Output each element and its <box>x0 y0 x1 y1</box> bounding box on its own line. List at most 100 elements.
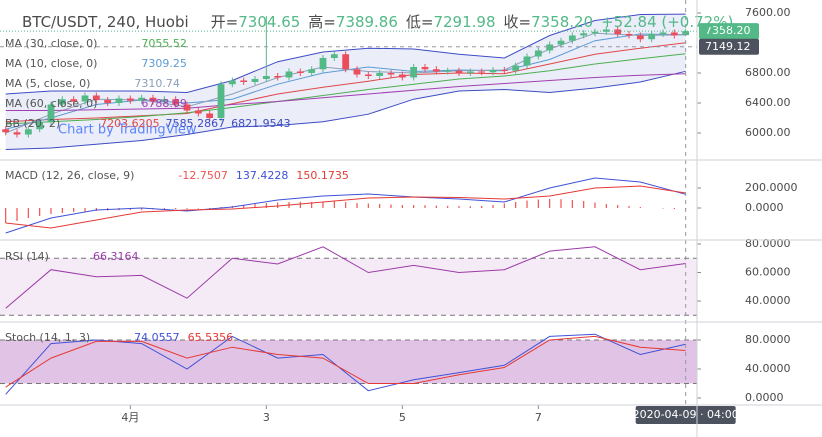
candle-body <box>194 110 202 114</box>
candle-body <box>557 40 565 45</box>
symbol: BTC/USDT, 240, Huobi <box>22 13 189 31</box>
candle-body <box>70 99 78 102</box>
pane <box>0 333 697 395</box>
ohlc-value: 7389.86 <box>336 13 398 31</box>
candle-body <box>285 71 293 78</box>
candle-body <box>262 75 270 79</box>
candle-body <box>523 56 531 66</box>
candle-body <box>568 35 576 41</box>
header: BTC/USDT, 240, Huobi 开=7304.65 高=7389.86 低=… <box>22 13 733 31</box>
ma-line <box>5 73 686 111</box>
bb-lower <box>5 70 686 150</box>
legend: MA (5, close, 0) 7310.74 <box>5 77 180 90</box>
candle-body <box>342 54 350 70</box>
stoch-line <box>5 335 686 388</box>
signal-line <box>5 185 686 229</box>
legend-item: Stoch (14, 1, 3) <box>5 331 90 344</box>
x-tick-label: 4月 <box>121 411 139 424</box>
candle-body <box>126 98 134 101</box>
legend: MACD (12, 26, close, 9) -12.7507 137.4228 1… <box>5 169 349 182</box>
legend-item: -12.7507 <box>178 169 227 182</box>
legend-item: 74.0557 <box>134 331 180 344</box>
candle-body <box>2 129 10 133</box>
candle-body <box>636 35 644 40</box>
legend-item: RSI (14) <box>5 250 49 263</box>
ohlc-value: 7358.20 <box>531 13 593 31</box>
macd-line <box>5 177 686 234</box>
ohlc-key: 低= <box>406 13 434 31</box>
candle-body <box>466 71 474 73</box>
legend-item: 6788.69 <box>141 97 187 110</box>
legend: Stoch (14, 1, 3) 74.0557 65.5356 <box>5 331 233 344</box>
legend-item: MA (5, close, 0) <box>5 77 90 90</box>
y-tick-label: 0.0000 <box>745 391 784 404</box>
legend-item: BB (20, 2) <box>5 117 60 130</box>
ma-line <box>5 53 686 125</box>
pane <box>0 13 697 150</box>
bb-basis <box>5 42 686 123</box>
x-tick-label: 5 <box>399 411 406 424</box>
y-tick-label: 6400.00 <box>745 96 791 109</box>
candle-body <box>376 72 384 76</box>
candle-body <box>47 104 55 122</box>
legend-item: MA (10, close, 0) <box>5 57 97 70</box>
candle-body <box>489 69 497 73</box>
candle-body <box>149 97 157 102</box>
legend: MA (60, close, 0) 6788.69 <box>5 97 187 110</box>
rsi-line <box>5 246 686 309</box>
last-price-badge <box>699 23 759 40</box>
legend-item: 7309.25 <box>141 57 187 70</box>
crosshair-label: 7149.12 <box>705 40 751 53</box>
candle-body <box>36 121 44 130</box>
legend-item: MA (30, close, 0) <box>5 37 97 50</box>
y-tick-label: 6800.00 <box>745 66 791 79</box>
candle-body <box>104 99 112 103</box>
candle-body <box>274 75 282 78</box>
legend-item: MACD (12, 26, close, 9) <box>5 169 134 182</box>
legend: MA (10, close, 0) 7309.25 <box>5 57 187 70</box>
legend-item: 137.4228 <box>236 169 289 182</box>
candle-body <box>432 69 440 72</box>
candle-body <box>206 113 214 118</box>
candle-body <box>398 74 406 78</box>
legend-item: 150.1735 <box>296 169 349 182</box>
legend-item: MA (60, close, 0) <box>5 97 97 110</box>
candle-body <box>308 69 316 73</box>
candle-body <box>444 70 452 72</box>
candle-body <box>500 69 508 71</box>
y-tick-label: 40.0000 <box>745 294 791 307</box>
candle-body <box>546 44 554 51</box>
candle-body <box>13 132 21 135</box>
x-tick-label: 7 <box>535 411 542 424</box>
candle-body <box>319 57 327 70</box>
candle-body <box>58 99 66 105</box>
candle-body <box>534 50 542 57</box>
candle-body <box>591 31 599 34</box>
watermark: Chart by TradingView <box>58 123 197 138</box>
candle-body <box>138 97 146 101</box>
candle-body <box>330 54 338 58</box>
y-tick-label: 40.0000 <box>745 362 791 375</box>
legend-item: 7203.6205 <box>100 117 160 130</box>
candle-body <box>455 70 463 73</box>
last-price-label: 7358.20 <box>705 24 751 37</box>
legend-item: 7310.74 <box>134 77 180 90</box>
bb-upper <box>5 13 686 95</box>
ohlc-value: 7291.98 <box>433 13 495 31</box>
legend: RSI (14) 66.3164 <box>5 250 138 263</box>
y-tick-label: 60.0000 <box>745 266 791 279</box>
band-fill <box>0 339 697 384</box>
ohlc-key: 高= <box>308 13 336 31</box>
ohlc-key: 开= <box>211 13 239 31</box>
y-tick-label: 0.0000 <box>745 201 784 214</box>
legend-item: 6821.9543 <box>231 117 291 130</box>
legend: BB (20, 2) 7203.6205 7585.2867 6821.9543 <box>5 117 291 130</box>
legend-item: 66.3164 <box>93 250 139 263</box>
y-tick-label: 6000.00 <box>745 126 791 139</box>
pane <box>0 246 697 316</box>
time-badge <box>635 406 736 424</box>
y-tick-label: 200.0000 <box>745 181 798 194</box>
candle-body <box>296 71 304 73</box>
candle-body <box>364 74 372 76</box>
